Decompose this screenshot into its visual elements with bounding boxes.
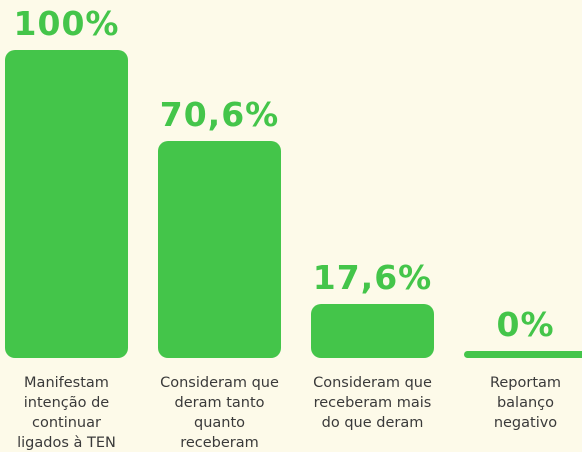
bar — [5, 50, 128, 358]
value-label: 70,6% — [159, 94, 280, 134]
bar — [464, 351, 582, 358]
bar — [158, 140, 281, 358]
value-label: 0% — [496, 305, 555, 344]
category-label: Consideram que receberam mais do que der… — [313, 375, 432, 431]
bar — [311, 303, 434, 358]
value-label: 100% — [13, 4, 120, 43]
category-label: Reportam balanço negativo — [489, 375, 562, 431]
category-label: Consideram que deram tanto quanto recebe… — [160, 375, 279, 451]
value-label: 17,6% — [312, 257, 433, 297]
category-label: Manifestam intenção de continuar ligados… — [17, 375, 116, 451]
